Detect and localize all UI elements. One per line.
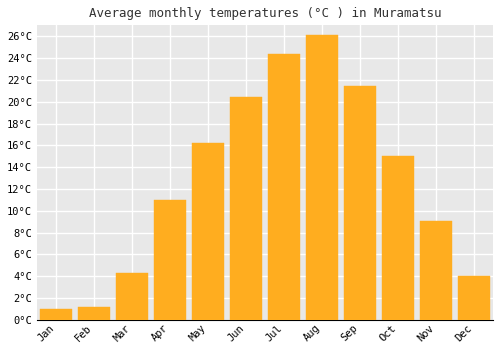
Bar <box>230 97 262 320</box>
Title: Average monthly temperatures (°C ) in Muramatsu: Average monthly temperatures (°C ) in Mu… <box>88 7 441 20</box>
Bar <box>192 143 224 320</box>
Bar <box>268 54 300 320</box>
Bar <box>78 307 110 320</box>
Bar <box>116 273 148 320</box>
Bar <box>420 220 452 320</box>
Bar <box>154 200 186 320</box>
Bar <box>458 276 490 320</box>
Bar <box>306 35 338 320</box>
Bar <box>40 309 72 320</box>
Bar <box>344 86 376 320</box>
Bar <box>382 156 414 320</box>
